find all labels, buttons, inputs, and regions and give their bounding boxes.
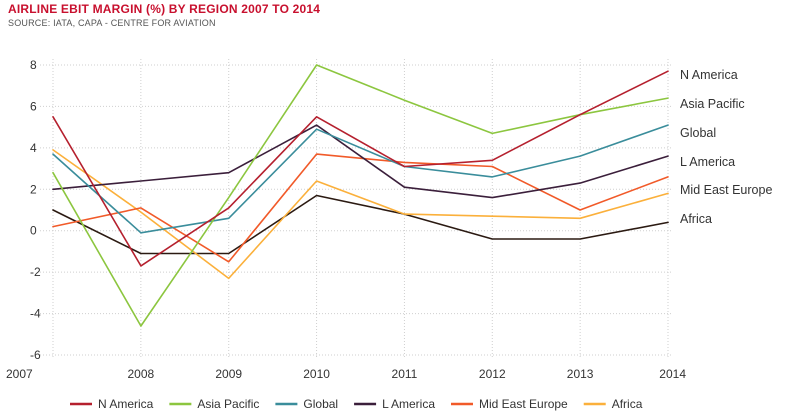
y-axis: 8 6 4 2 0 -2 -4 -6 xyxy=(30,58,41,362)
legend-label-mid-east-europe: Mid East Europe xyxy=(479,397,568,411)
end-label-africa: Africa xyxy=(680,212,712,226)
y-tick-label: 6 xyxy=(30,99,37,113)
legend: N America Asia Pacific Global L America Mid … xyxy=(70,397,643,411)
legend-label-l-america: L America xyxy=(382,397,435,411)
legend-label-global: Global xyxy=(303,397,338,411)
y-tick-label: -4 xyxy=(30,307,41,321)
series-line-unlabeled xyxy=(52,194,669,255)
x-tick-label: 2011 xyxy=(392,367,418,381)
y-tick-label: 8 xyxy=(30,58,37,72)
series-lines xyxy=(52,64,669,327)
chart-title: AIRLINE EBIT MARGIN (%) BY REGION 2007 T… xyxy=(8,2,321,16)
grid xyxy=(40,59,672,359)
series-line-asia-pacific xyxy=(52,64,669,327)
end-label-global: Global xyxy=(680,126,716,140)
series-line-global xyxy=(52,124,669,234)
x-tick-label: 2013 xyxy=(567,367,594,381)
end-label-l-america: L America xyxy=(680,155,735,169)
end-labels: N America Asia Pacific Global L America Mid … xyxy=(680,68,772,226)
series-line-africa xyxy=(52,149,669,280)
series-line-mid-east-europe xyxy=(52,153,669,263)
chart-source: SOURCE: IATA, CAPA - CENTRE FOR AVIATION xyxy=(8,18,216,28)
legend-label-asia-pacific: Asia Pacific xyxy=(197,397,259,411)
x-axis: 2007 2008 2009 2010 2011 2012 2013 2014 xyxy=(6,367,686,381)
series-line-l-america xyxy=(52,124,669,199)
y-tick-label: 2 xyxy=(30,182,37,196)
legend-label-n-america: N America xyxy=(98,397,154,411)
series-line-n-america xyxy=(52,70,669,267)
y-tick-label: -6 xyxy=(30,348,41,362)
y-tick-label: -2 xyxy=(30,265,41,279)
x-tick-label: 2012 xyxy=(479,367,506,381)
y-tick-label: 0 xyxy=(30,224,37,238)
x-tick-label: 2007 xyxy=(6,367,33,381)
legend-label-africa: Africa xyxy=(612,397,643,411)
x-tick-label: 2014 xyxy=(659,367,686,381)
x-tick-label: 2010 xyxy=(303,367,330,381)
x-tick-label: 2009 xyxy=(215,367,242,381)
end-label-asia-pacific: Asia Pacific xyxy=(680,97,745,111)
end-label-mid-east-europe: Mid East Europe xyxy=(680,183,772,197)
end-label-n-america: N America xyxy=(680,68,738,82)
x-tick-label: 2008 xyxy=(128,367,155,381)
y-tick-label: 4 xyxy=(30,141,37,155)
